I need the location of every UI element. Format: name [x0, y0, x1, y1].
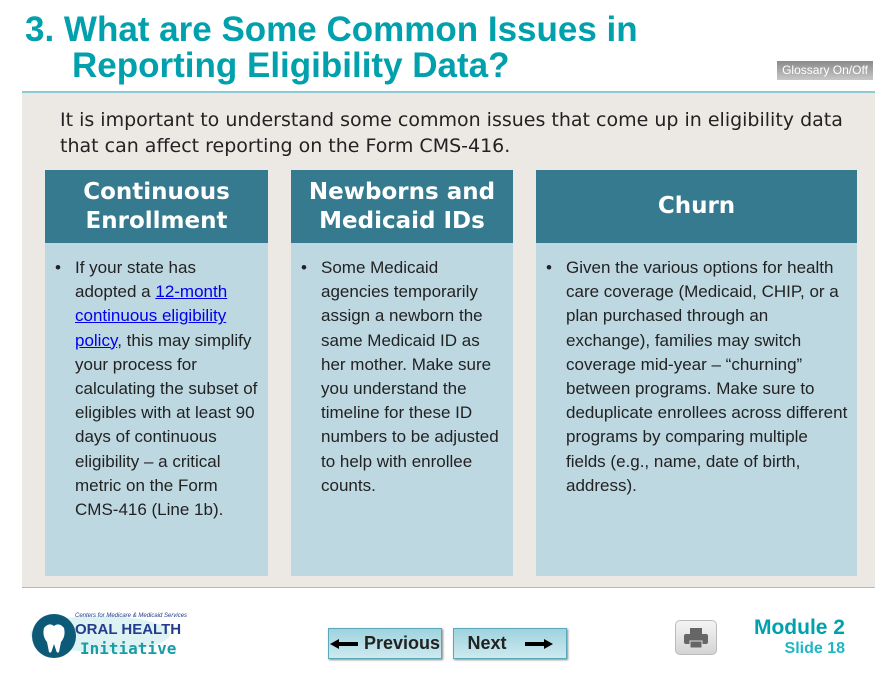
column-newborns: Newborns and Medicaid IDs Some Medicaid … — [291, 170, 513, 576]
continuous-eligibility-link[interactable]: 12-month continuous eligibility policy — [75, 282, 228, 350]
glossary-toggle-button[interactable]: Glossary On/Off — [777, 61, 873, 80]
arrow-right-icon — [524, 638, 553, 649]
bullet-item: Some Medicaid agencies temporarily assig… — [301, 256, 505, 498]
tooth-logo-icon — [30, 614, 170, 658]
logo-line1: ORAL HEALTH — [75, 621, 182, 638]
page-title: 3. What are Some Common Issues in Reporti… — [25, 10, 638, 85]
logo-line2: Initiative — [80, 639, 177, 658]
printer-icon — [684, 627, 708, 648]
next-button[interactable]: Next — [453, 628, 567, 659]
bullet-item: Given the various options for health car… — [546, 256, 849, 498]
column-continuous-enrollment: Continuous Enrollment If your state has … — [45, 170, 268, 576]
column-heading: Churn — [536, 170, 857, 243]
arrow-left-icon — [329, 638, 358, 649]
bullet-item: If your state has adopted a 12-month con… — [55, 256, 260, 522]
print-button[interactable] — [675, 620, 717, 655]
intro-text: It is important to understand some commo… — [60, 109, 843, 157]
slide-indicator: Module 2 Slide 18 — [753, 616, 845, 658]
column-heading: Continuous Enrollment — [45, 170, 268, 243]
column-churn: Churn Given the various options for heal… — [536, 170, 857, 576]
oral-health-initiative-logo: Centers for Medicare & Medicaid Services… — [30, 612, 187, 662]
column-heading: Newborns and Medicaid IDs — [291, 170, 513, 243]
logo-cms-text: Centers for Medicare & Medicaid Services — [75, 613, 188, 619]
content-panel: It is important to understand some commo… — [22, 91, 875, 588]
previous-button[interactable]: Previous — [328, 628, 442, 659]
